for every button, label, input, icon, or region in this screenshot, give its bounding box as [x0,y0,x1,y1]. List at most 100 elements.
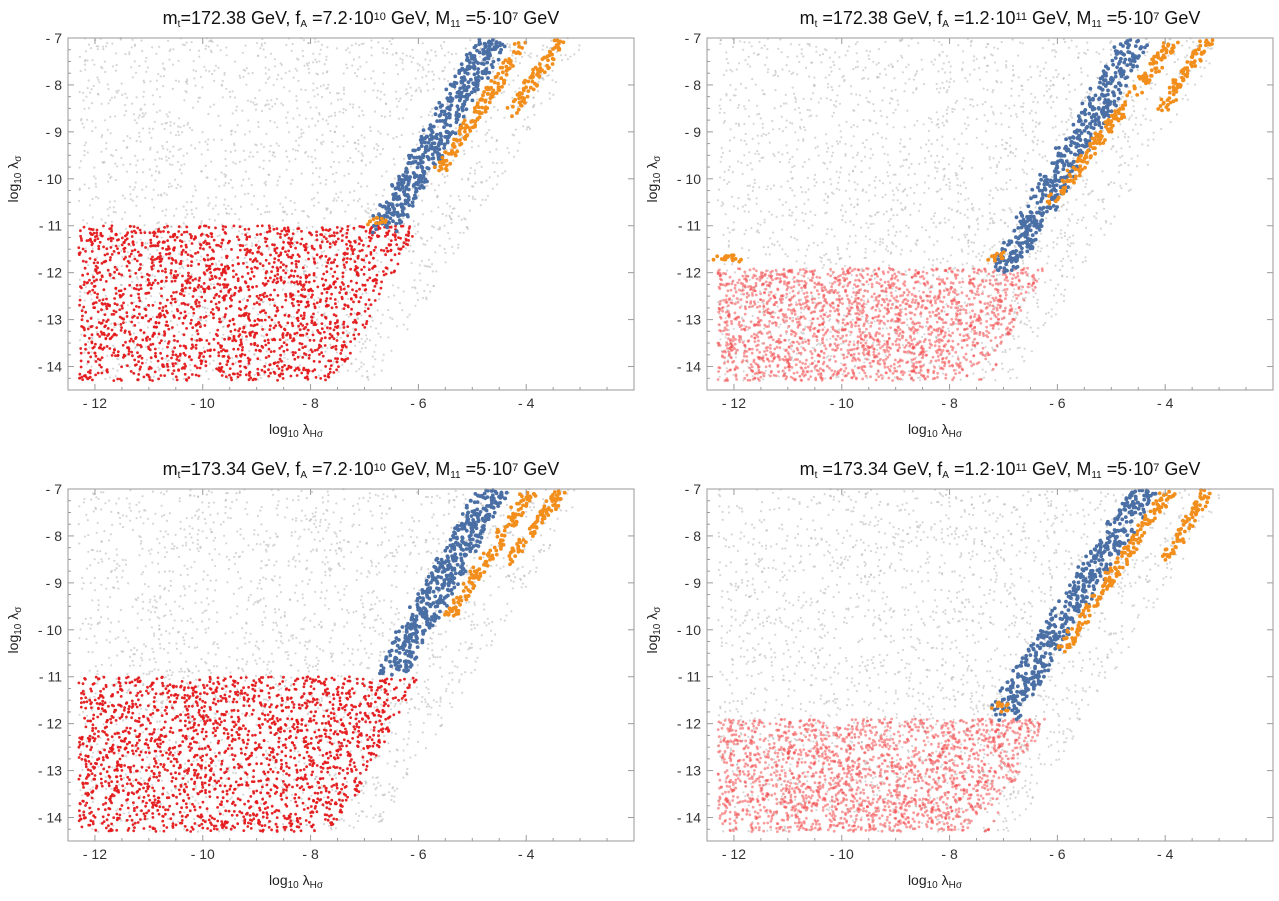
blue-point [475,81,480,86]
gray-point [280,63,283,66]
gray-point [284,196,287,199]
gray-point [331,140,334,144]
gray-point [485,179,488,182]
red-point [150,267,154,271]
blue-point [438,119,442,123]
red-point [100,321,104,325]
gray-point [354,344,357,347]
red-point [308,231,311,235]
orange-point [531,67,535,72]
orange-point [487,100,492,105]
gray-point [501,172,504,175]
red-point [387,229,391,233]
gray-point [408,313,411,316]
red-point [300,288,304,291]
gray-point [143,114,146,117]
red-point [115,233,118,237]
gray-point [450,211,453,215]
red-point [246,356,250,360]
gray-point [367,207,370,210]
red-point [312,302,316,306]
gray-point [360,159,363,162]
red-point [281,247,285,251]
orange-point [478,98,483,102]
gray-point [393,163,396,166]
gray-point [1015,223,1018,226]
blue-point [425,154,430,159]
red-point [82,225,86,229]
red-point [157,313,161,317]
gray-point [177,330,181,333]
red-point [139,328,143,332]
red-point [397,236,400,240]
red-point [243,353,247,357]
gray-point [369,126,372,129]
blue-point [370,230,375,235]
red-point [171,362,175,365]
gray-point [418,64,421,67]
red-point [158,315,162,319]
gray-point [192,60,195,63]
red-point [147,303,151,307]
gray-point [518,62,522,65]
gray-point [350,362,353,365]
blue-point [445,140,450,145]
red-point [230,294,233,298]
gray-point [148,168,151,171]
red-point [110,354,114,357]
red-point [331,275,335,278]
gray-point [422,125,425,128]
red-point [135,363,138,366]
red-point [256,367,260,371]
red-point [335,360,339,364]
gray-point [550,39,553,42]
gray-point [250,245,253,248]
orange-point [504,72,509,77]
gray-point [362,363,365,366]
red-point [79,365,83,369]
red-point [328,234,332,238]
gray-point [289,351,293,354]
red-point [113,270,116,274]
red-point [312,247,316,251]
red-point [120,236,124,240]
red-point [151,303,155,307]
gray-point [181,131,184,134]
gray-point [321,118,324,121]
gray-point [473,169,476,172]
gray-point [391,317,394,321]
gray-point [208,314,211,317]
gray-point [405,108,408,111]
red-point [224,225,228,229]
gray-point [394,90,398,93]
gray-point [370,46,373,49]
gray-point [138,131,141,134]
gray-point [180,164,183,167]
red-point [282,341,286,344]
red-point [98,240,102,244]
red-point [340,348,344,352]
gray-point [206,307,209,310]
red-point [313,349,317,352]
gray-point [292,148,295,151]
red-point [92,279,96,283]
blue-point [431,124,436,129]
gray-point [387,308,390,312]
chart-title: mt =172.38 GeV, fA =1.2·1011 GeV, M11 =5… [800,8,1201,30]
gray-point [129,272,132,275]
red-point [114,292,118,295]
gray-point [234,130,237,134]
gray-point [207,45,210,48]
red-point [295,265,298,269]
gray-point [387,295,390,299]
blue-point [419,184,424,189]
red-point [309,348,313,352]
gray-point [522,125,525,128]
red-point [238,364,242,368]
gray-point [295,99,298,102]
gray-point [835,100,838,103]
gray-point [431,114,434,117]
blue-point [421,128,426,133]
gray-point [265,132,268,135]
red-point [157,321,161,325]
